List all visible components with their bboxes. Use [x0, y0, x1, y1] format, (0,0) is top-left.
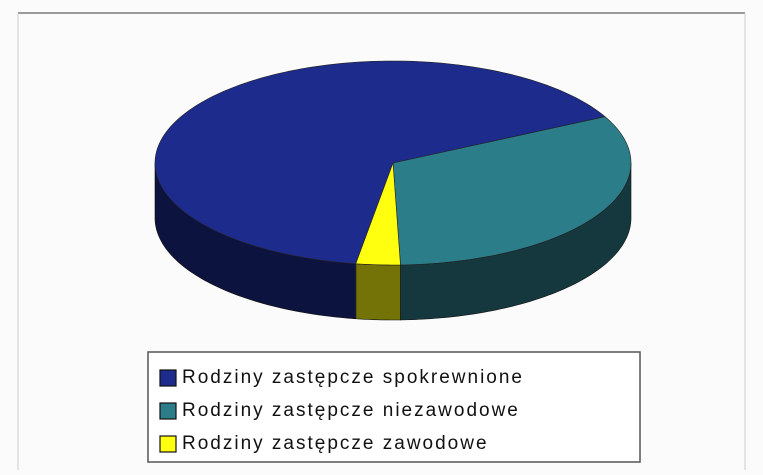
legend: Rodziny zastępcze spokrewnione Rodziny za… — [159, 367, 524, 454]
pie-side — [355, 263, 401, 321]
legend-swatch — [159, 369, 177, 387]
legend-box — [147, 351, 641, 463]
legend-swatch — [159, 402, 177, 420]
pie-slice — [392, 116, 632, 266]
pie — [154, 60, 632, 321]
pie-slice — [154, 60, 606, 265]
legend-swatch — [159, 435, 177, 453]
legend-label: Rodziny zastępcze niezawodowe — [182, 400, 520, 421]
pie-slice — [355, 162, 401, 266]
legend-label: Rodziny zastępcze spokrewnione — [182, 367, 524, 388]
legend-label: Rodziny zastępcze zawodowe — [182, 433, 489, 454]
